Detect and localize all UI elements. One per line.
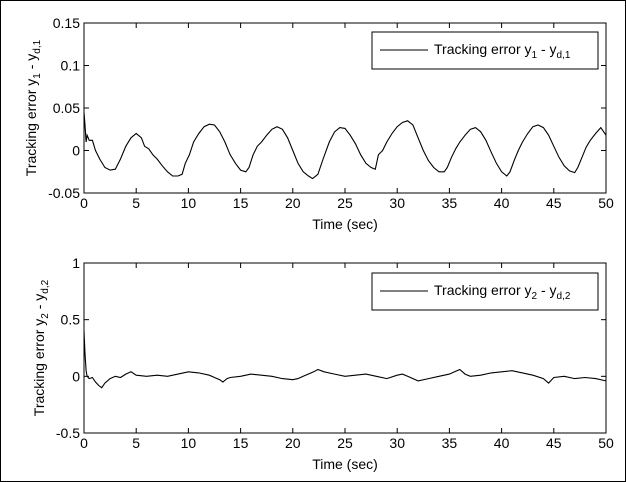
top-legend: Tracking error y1 - yd,1 (371, 31, 599, 70)
bottom-x-tick-label: 35 (442, 435, 458, 451)
top-x-tick-label: 25 (337, 195, 353, 211)
bottom-x-tick-label: 5 (132, 435, 140, 451)
bottom-x-tick-label: 30 (389, 435, 405, 451)
top-x-tick-label: 45 (546, 195, 562, 211)
bottom-y-label-sub1: 2 (40, 313, 51, 319)
top-x-tick-label: 10 (181, 195, 197, 211)
bottom-x-tick-label: 50 (598, 435, 614, 451)
top-legend-label: Tracking error y1 - yd,1 (434, 41, 571, 61)
top-x-ticks: 0 5 10 15 20 25 30 35 40 45 50 (80, 23, 614, 211)
bottom-x-tick-label: 15 (233, 435, 249, 451)
top-x-tick-label: 20 (285, 195, 301, 211)
top-legend-mid: - y (537, 41, 556, 57)
top-y-label-main: Tracking error y (23, 79, 39, 177)
bottom-y-label-mid: - y (31, 294, 47, 313)
top-legend-sub2: d,1 (557, 50, 571, 61)
top-y-axis-label: Tracking error y1 - yd,1 (23, 39, 43, 176)
top-x-tick-label: 0 (80, 195, 88, 211)
bottom-chart: 0 5 10 15 20 25 30 35 40 45 50 -0.500.51 Time (sec… (31, 255, 614, 472)
bottom-legend-sub2: d,2 (557, 291, 571, 302)
top-x-tick-label: 5 (132, 195, 140, 211)
bottom-x-tick-label: 20 (285, 435, 301, 451)
top-y-tick-label: -0.05 (48, 185, 80, 201)
top-x-tick-label: 15 (233, 195, 249, 211)
bottom-y-tick-label: 0 (72, 368, 80, 384)
top-y-label-mid: - y (23, 54, 39, 73)
top-y-tick-label: 0.05 (53, 100, 80, 116)
top-x-tick-label: 40 (494, 195, 510, 211)
bottom-x-ticks: 0 5 10 15 20 25 30 35 40 45 50 (80, 263, 614, 451)
top-y-label-sub1: 1 (32, 73, 43, 79)
bottom-x-tick-label: 25 (337, 435, 353, 451)
bottom-y-tick-label: -0.5 (56, 425, 80, 441)
bottom-legend: Tracking error y2 - yd,2 (371, 272, 599, 311)
bottom-series-line (83, 330, 607, 389)
bottom-y-tick-label: 1 (72, 255, 80, 271)
bottom-x-axis-label: Time (sec) (312, 456, 378, 472)
bottom-x-tick-label: 45 (546, 435, 562, 451)
top-series-line (83, 112, 607, 180)
top-x-tick-label: 35 (442, 195, 458, 211)
bottom-x-tick-label: 40 (494, 435, 510, 451)
bottom-y-ticks: -0.5 0 0.5 1 (56, 255, 606, 441)
top-x-tick-label: 30 (389, 195, 405, 211)
bottom-legend-sub1: 2 (532, 291, 538, 302)
top-y-ticks: -0.05 0 0.05 0.1 0.15 (48, 15, 606, 201)
bottom-x-tick-label: 0 (80, 435, 88, 451)
bottom-x-tick-label: 10 (181, 435, 197, 451)
top-x-axis-label: Time (sec) (312, 216, 378, 232)
top-y-tick-label: 0.1 (61, 58, 81, 74)
bottom-y-axis-label: Tracking error y2 - yd,2 (31, 279, 51, 416)
bottom-legend-label: Tracking error y2 - yd,2 (434, 282, 571, 302)
bottom-y-label-main: Tracking error y (31, 319, 47, 417)
top-y-tick-label: 0 (72, 143, 80, 159)
top-y-tick-label: 0.15 (53, 15, 80, 31)
bottom-legend-mid: - y (537, 282, 556, 298)
top-legend-sub1: 1 (532, 50, 538, 61)
bottom-legend-main: Tracking error y (434, 282, 532, 298)
bottom-y-tick-label: 0.5 (61, 312, 81, 328)
top-legend-main: Tracking error y (434, 41, 532, 57)
top-x-tick-label: 50 (598, 195, 614, 211)
bottom-y-label-sub2: d,2 (40, 279, 51, 293)
top-y-label-sub2: d,1 (32, 39, 43, 53)
